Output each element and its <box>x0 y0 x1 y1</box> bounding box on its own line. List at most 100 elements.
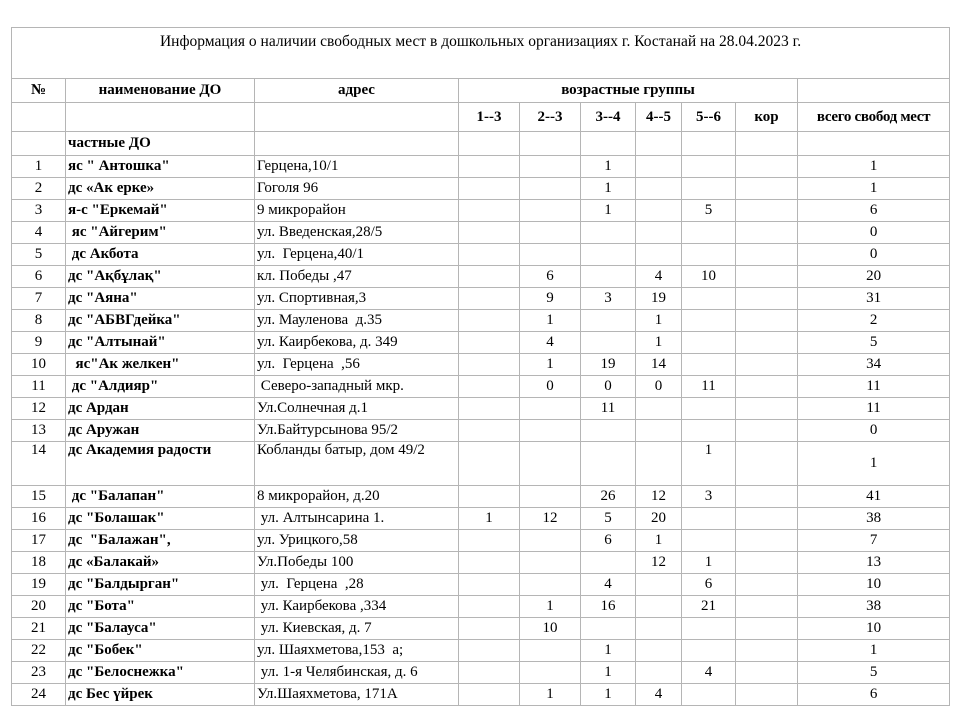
group-2-3: 1 <box>519 683 581 706</box>
address: Кобланды батыр, дом 49/2 <box>254 441 459 486</box>
group-kor <box>735 617 798 640</box>
group-3-4 <box>580 419 636 442</box>
group-3-4: 4 <box>580 573 636 596</box>
table-row: 13 дс Аружан Ул.Байтурсынова 95/2 0 <box>11 419 951 442</box>
org-name: дс "Бота" <box>65 595 255 618</box>
org-name: дс "Балауса" <box>65 617 255 640</box>
group-1-3 <box>458 375 520 398</box>
group-2-3 <box>519 155 581 178</box>
group-5-6 <box>681 397 736 420</box>
group-kor <box>735 287 798 310</box>
group-5-6 <box>681 221 736 244</box>
header-age-groups: возрастные группы <box>458 78 798 103</box>
group-4-5 <box>635 243 682 266</box>
org-name: дс «Балакай» <box>65 551 255 574</box>
total-free: 1 <box>796 155 951 178</box>
group-5-6 <box>681 419 736 442</box>
header-group: 5--6 <box>681 102 736 132</box>
group-5-6: 5 <box>681 199 736 222</box>
subheader-empty <box>254 102 459 132</box>
table-row: 23 дс "Белоснежка" ул. 1-я Челябинская, д… <box>11 661 951 684</box>
address: ул. Каирбекова, д. 349 <box>254 331 459 354</box>
row-number: 20 <box>11 595 66 618</box>
total-free: 5 <box>796 331 951 354</box>
row-number: 19 <box>11 573 66 596</box>
table-row: 3 я-с "Еркемай" 9 микрорайон 1 5 6 <box>11 199 951 222</box>
group-1-3 <box>458 177 520 200</box>
address: ул. Каирбекова ,334 <box>254 595 459 618</box>
row-number: 10 <box>11 353 66 376</box>
row-number: 13 <box>11 419 66 442</box>
address: ул. Введенская,28/5 <box>254 221 459 244</box>
total-free: 1 <box>796 639 951 662</box>
address: Ул.Шаяхметова, 171А <box>254 683 459 706</box>
org-name: дс Аружан <box>65 419 255 442</box>
org-name: яс"Ак желкен" <box>65 353 255 376</box>
group-3-4: 0 <box>580 375 636 398</box>
table-row: 14 дс Академия радости Кобланды батыр, дом… <box>11 441 951 486</box>
address: Ул.Победы 100 <box>254 551 459 574</box>
group-3-4: 1 <box>580 661 636 684</box>
org-name: дс "Аяна" <box>65 287 255 310</box>
address: кл. Победы ,47 <box>254 265 459 288</box>
row-number: 4 <box>11 221 66 244</box>
address: Гоголя 96 <box>254 177 459 200</box>
group-2-3 <box>519 639 581 662</box>
total-free: 7 <box>796 529 951 552</box>
row-number: 7 <box>11 287 66 310</box>
section-empty <box>11 131 66 156</box>
address: 8 микрорайон, д.20 <box>254 485 459 508</box>
group-4-5 <box>635 661 682 684</box>
address: Северо-западный мкр. <box>254 375 459 398</box>
group-2-3: 9 <box>519 287 581 310</box>
group-3-4: 3 <box>580 287 636 310</box>
header-group: 4--5 <box>635 102 682 132</box>
group-3-4 <box>580 265 636 288</box>
section-empty <box>681 131 736 156</box>
group-5-6 <box>681 331 736 354</box>
group-1-3 <box>458 199 520 222</box>
group-5-6 <box>681 155 736 178</box>
table-row: 12 дс Ардан Ул.Солнечная д.1 11 11 <box>11 397 951 420</box>
group-5-6 <box>681 309 736 332</box>
address: ул. Герцена ,56 <box>254 353 459 376</box>
group-3-4: 26 <box>580 485 636 508</box>
row-number: 2 <box>11 177 66 200</box>
total-free: 10 <box>796 617 951 640</box>
row-number: 9 <box>11 331 66 354</box>
total-free: 0 <box>796 243 951 266</box>
org-name: дс "Алдияр" <box>65 375 255 398</box>
section-label: частные ДО <box>65 131 255 156</box>
group-2-3: 10 <box>519 617 581 640</box>
group-4-5 <box>635 397 682 420</box>
row-number: 17 <box>11 529 66 552</box>
org-name: дс "Болашак" <box>65 507 255 530</box>
group-kor <box>735 683 798 706</box>
org-name: дс "Балдырган" <box>65 573 255 596</box>
group-4-5: 1 <box>635 309 682 332</box>
address: ул. Шаяхметова,153 а; <box>254 639 459 662</box>
group-kor <box>735 507 798 530</box>
group-3-4 <box>580 331 636 354</box>
table-row: 22 дс "Бобек" ул. Шаяхметова,153 а; 1 1 <box>11 639 951 662</box>
table-row: 9 дс "Алтынай" ул. Каирбекова, д. 349 4 1 5 <box>11 331 951 354</box>
group-2-3 <box>519 573 581 596</box>
address: ул. Герцена ,28 <box>254 573 459 596</box>
address: ул. Киевская, д. 7 <box>254 617 459 640</box>
group-kor <box>735 485 798 508</box>
group-5-6 <box>681 639 736 662</box>
group-2-3 <box>519 529 581 552</box>
group-5-6 <box>681 507 736 530</box>
group-4-5 <box>635 617 682 640</box>
group-1-3 <box>458 639 520 662</box>
total-free: 11 <box>796 375 951 398</box>
group-5-6 <box>681 617 736 640</box>
group-1-3 <box>458 485 520 508</box>
table-row: 21 дс "Балауса" ул. Киевская, д. 7 10 10 <box>11 617 951 640</box>
org-name: яс "Айгерим" <box>65 221 255 244</box>
address: ул. Спортивная,3 <box>254 287 459 310</box>
total-free: 2 <box>796 309 951 332</box>
row-number: 12 <box>11 397 66 420</box>
subheader-row: 1--3 2--3 3--4 4--5 5--6 кор всего свобо… <box>11 102 951 132</box>
group-kor <box>735 639 798 662</box>
